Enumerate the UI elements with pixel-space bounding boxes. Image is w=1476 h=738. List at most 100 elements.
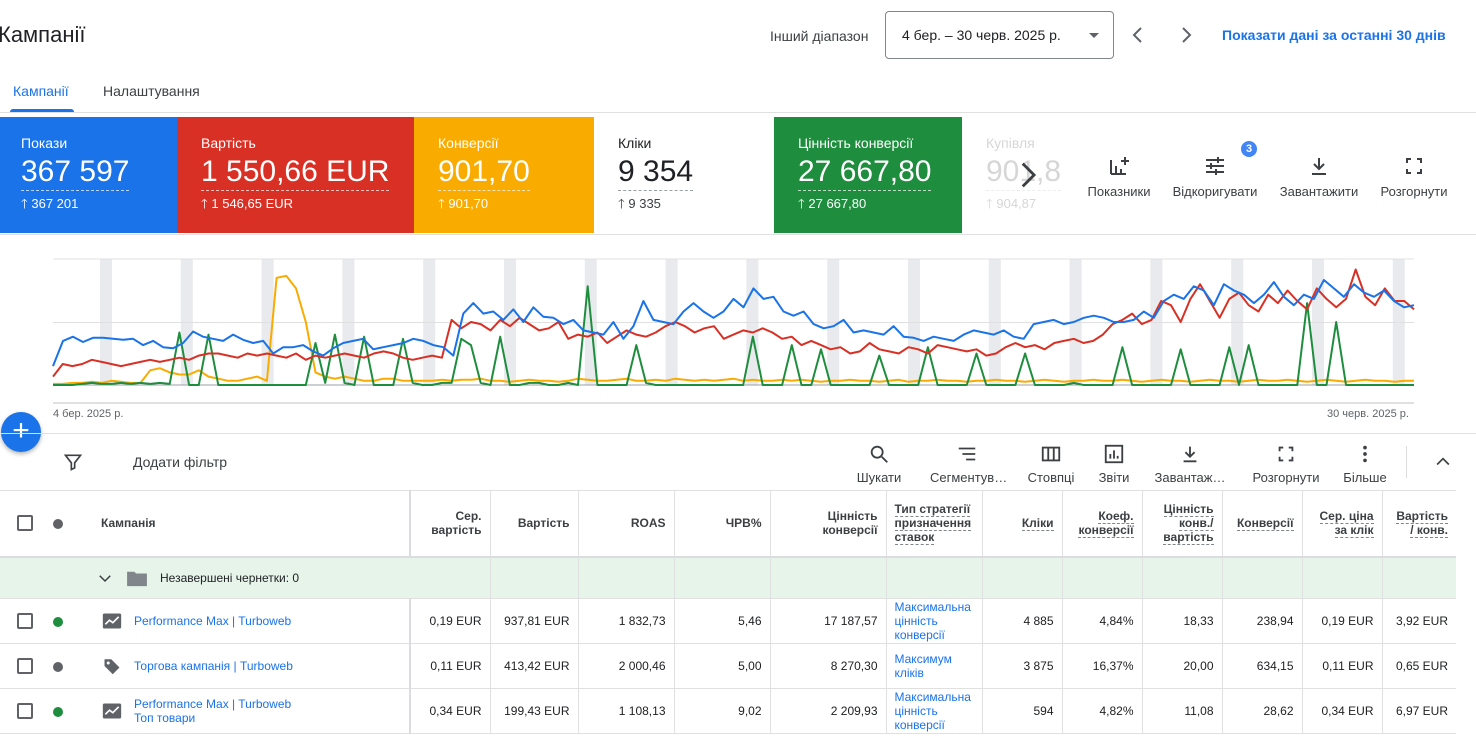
columns-button[interactable]: Стовпці — [1026, 443, 1076, 485]
date-range-value: 4 бер. – 30 черв. 2025 р. — [902, 27, 1061, 43]
header-conversions-label: Конверсії — [1236, 516, 1294, 532]
metric-label: Вартість — [201, 135, 256, 151]
download-table-button[interactable]: Завантаж… — [1152, 443, 1228, 485]
performance-chart[interactable]: 4 бер. 2025 р. 30 черв. 2025 р. — [0, 234, 1476, 432]
row-checkbox[interactable] — [17, 703, 33, 719]
header-clicks[interactable]: Кліки — [982, 490, 1063, 558]
campaign-name-link[interactable]: Performance Max | Turboweb Топ товари — [134, 697, 292, 725]
metric-label: Конверсії — [438, 135, 499, 151]
cell-cost: 199,43 EUR — [490, 688, 579, 734]
search-icon — [870, 445, 888, 463]
download-icon — [1312, 158, 1326, 175]
header-bid-strategy-label: Тип стратегії призначення ставок — [894, 502, 972, 546]
reports-button[interactable]: Звіти — [1096, 443, 1132, 485]
header-cost-conv-label: Вартість / конв. — [1396, 509, 1448, 539]
add-filter-button[interactable]: Додати фільтр — [133, 454, 228, 470]
header-conversions[interactable]: Конверсії — [1222, 490, 1303, 558]
metric-card-conversions[interactable]: Конверсії 901,70 🡑 901,70 — [414, 117, 594, 233]
more-vert-icon — [1363, 445, 1367, 463]
add-campaign-fab[interactable]: + — [1, 412, 41, 452]
cell-conversions: 28,62 — [1222, 688, 1303, 734]
folder-icon — [127, 571, 147, 586]
metric-compare: 🡑 904,87 — [986, 196, 1037, 211]
columns-icon — [1041, 446, 1061, 462]
cell-roas: 2 000,46 — [578, 643, 675, 689]
expand-button[interactable]: Розгорнути — [1380, 154, 1448, 199]
show-last-30-days-link[interactable]: Показати дані за останні 30 днів — [1222, 27, 1446, 43]
expand-table-button[interactable]: Розгорнути — [1250, 443, 1322, 485]
cell-bid-strategy[interactable]: Максимальна цінність конверсії — [886, 598, 983, 644]
header-avg-cpc[interactable]: Сер. ціна за клік — [1302, 490, 1383, 558]
filter-icon[interactable] — [63, 452, 83, 472]
cell-conv-value: 2 209,93 — [770, 688, 887, 734]
series-line-cost — [52, 268, 1415, 378]
cell-conversions: 238,94 — [1222, 598, 1303, 644]
metric-card-purchases[interactable]: Купівля 901,8 🡑 904,87 — [962, 117, 1082, 233]
header-avg-cpc-label: Сер. ціна за клік — [1319, 509, 1374, 539]
indicators-label: Показники — [1087, 184, 1151, 199]
metric-value: 901,8 — [986, 155, 1062, 191]
status-enabled-icon[interactable] — [53, 616, 63, 627]
table-row[interactable]: Performance Max | Turboweb Топ товари 0,… — [0, 688, 1456, 734]
table-row[interactable]: Торгова кампанія | Turboweb 0,11 EUR 413… — [0, 643, 1456, 689]
download-icon — [1183, 446, 1197, 463]
cell-value-cost: 18,33 — [1142, 598, 1223, 644]
row-checkbox[interactable] — [17, 613, 33, 629]
header-cost-conv[interactable]: Вартість / конв. — [1382, 490, 1456, 558]
chart-start-date: 4 бер. 2025 р. — [53, 408, 124, 420]
metric-card-cost[interactable]: Вартість 1 550,66 EUR 🡑 1 546,65 EUR — [177, 117, 414, 233]
more-button[interactable]: Більше — [1340, 443, 1390, 485]
header-campaign[interactable]: Кампанія — [82, 490, 411, 558]
header-vtr[interactable]: ЧРВ% — [674, 490, 771, 558]
chevron-up-icon[interactable] — [1433, 452, 1453, 472]
metric-card-conversion-value[interactable]: Цінність конверсії 27 667,80 🡑 27 667,80 — [774, 117, 962, 233]
row-checkbox[interactable] — [17, 658, 33, 674]
chevron-right-icon[interactable] — [1174, 23, 1198, 47]
metric-value: 1 550,66 EUR — [201, 155, 390, 191]
cell-conv-rate: 4,82% — [1062, 688, 1143, 734]
tab-settings[interactable]: Налаштування — [103, 83, 200, 99]
search-label: Шукати — [856, 470, 902, 485]
tab-campaigns[interactable]: Кампанії — [13, 83, 69, 99]
chevron-left-icon[interactable] — [1126, 23, 1150, 47]
header-conv-rate[interactable]: Коеф. конверсії — [1062, 490, 1143, 558]
table-row[interactable]: Performance Max | Turboweb 0,19 EUR 937,… — [0, 598, 1456, 644]
campaign-name-link[interactable]: Торгова кампанія | Turboweb — [134, 659, 293, 673]
header-conv-value[interactable]: Цінність конверсії — [770, 490, 887, 558]
draft-row[interactable]: Незавершені чернетки: 0 — [0, 556, 1456, 599]
expand-label: Розгорнути — [1252, 470, 1320, 485]
metric-card-impressions[interactable]: Покази 367 597 🡑 367 201 — [0, 117, 177, 233]
series-line-conv-value — [53, 285, 1414, 386]
search-button[interactable]: Шукати — [856, 443, 902, 485]
indicators-button[interactable]: Показники — [1086, 154, 1152, 199]
cell-clicks: 594 — [982, 688, 1063, 734]
cell-clicks: 4 885 — [982, 598, 1063, 644]
caret-down-icon — [1089, 33, 1099, 38]
download-button[interactable]: Завантажити — [1279, 154, 1359, 199]
header-value-cost[interactable]: Цінність конв./ вартість — [1142, 490, 1223, 558]
cell-cost-conv: 3,92 EUR — [1382, 598, 1456, 644]
select-all-checkbox[interactable] — [17, 515, 33, 532]
fullscreen-icon — [1278, 446, 1294, 462]
columns-label: Стовпці — [1027, 470, 1075, 485]
chevron-down-icon[interactable] — [96, 569, 114, 587]
fullscreen-icon — [1406, 158, 1422, 174]
segment-button[interactable]: Сегментув… — [930, 443, 1007, 485]
cell-bid-strategy[interactable]: Максимум кліків — [886, 643, 983, 689]
metric-card-clicks[interactable]: Кліки 9 354 🡑 9 335 — [594, 117, 774, 233]
status-enabled-icon[interactable] — [53, 706, 63, 717]
adjust-button[interactable]: Відкоригувати — [1172, 154, 1258, 199]
chevron-right-icon[interactable] — [1010, 158, 1044, 192]
date-range-select[interactable]: 4 бер. – 30 черв. 2025 р. — [885, 11, 1114, 59]
campaign-name-link[interactable]: Performance Max | Turboweb — [134, 614, 292, 628]
header-roas[interactable]: ROAS — [578, 490, 675, 558]
status-paused-icon[interactable] — [53, 661, 63, 672]
cell-bid-strategy[interactable]: Максимальна цінність конверсії — [886, 688, 983, 734]
metric-compare: 🡑 901,70 — [438, 196, 489, 211]
segment-icon — [958, 447, 976, 461]
status-header-icon — [53, 519, 63, 530]
expand-label: Розгорнути — [1380, 184, 1448, 199]
header-bid-strategy[interactable]: Тип стратегії призначення ставок — [886, 490, 983, 558]
header-avg-cost[interactable]: Сер. вартість — [410, 490, 491, 558]
header-cost[interactable]: Вартість — [490, 490, 579, 558]
